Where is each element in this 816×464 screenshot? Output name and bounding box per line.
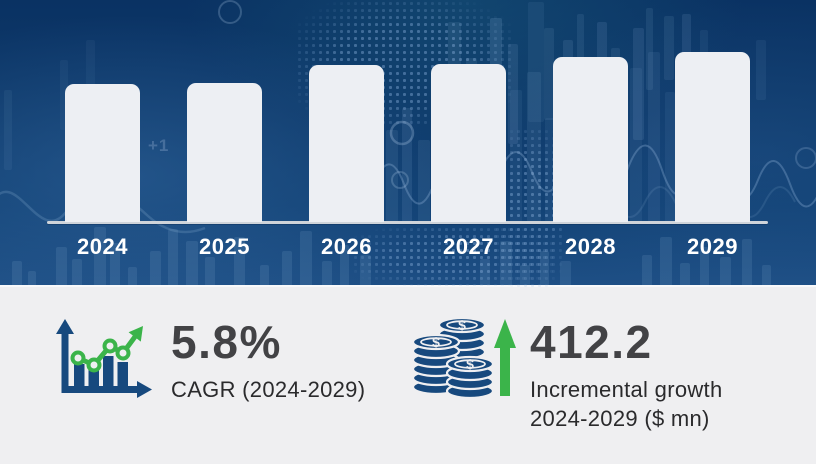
year-label-2028: 2028 [565,234,616,259]
decor-candle [633,28,644,140]
incremental-growth-label-line1: Incremental growth [530,377,723,402]
green-up-arrow [494,319,516,396]
bar-2028 [553,57,628,222]
bar-2029 [675,52,750,222]
decor-silhouette-bar [150,251,161,285]
world-map-dots-bottom [352,226,557,286]
chart-baseline [47,221,768,224]
decor-silhouette-bar [642,255,652,285]
coin-stack-front: $ [445,355,495,400]
decor-candle [646,8,653,90]
year-label-2027: 2027 [443,234,494,259]
decor-silhouette-bar [300,231,312,285]
ring-decor [218,0,242,24]
decor-silhouette-bar [205,257,215,285]
decor-candle [630,68,642,222]
right-arrowhead [137,381,152,398]
decor-silhouette-bar [282,251,292,285]
incremental-growth-value: 412.2 [530,316,653,368]
decor-silhouette-bar [260,265,269,285]
bar-2026 [309,65,384,222]
decor-silhouette-bar [72,259,82,285]
ring-decor [795,147,816,169]
decor-candle [665,92,675,222]
year-label-2024: 2024 [77,234,128,259]
decor-silhouette-bar [742,239,752,285]
faint-ticker-text: +1 [148,136,170,155]
cagr-value: 5.8% [171,316,282,368]
decor-silhouette-bar [12,261,22,285]
bar-2025 [187,83,262,222]
decor-silhouette-bar [680,263,690,285]
decor-candle [756,40,766,100]
cagr-label: CAGR (2024-2029) [171,377,366,402]
decor-silhouette-bar [28,271,36,285]
coin-stacks-growth-icon: $ $ $ [412,316,516,400]
year-label-2029: 2029 [687,234,738,259]
decor-candle [4,90,12,170]
decor-silhouette-bar [56,247,67,285]
dollar-sign: $ [458,317,466,333]
decor-silhouette-bar [168,229,178,285]
decor-silhouette-bar [660,237,672,285]
up-arrowhead [56,319,74,334]
decor-silhouette-bar [128,267,137,285]
stats-panel: 5.8% CAGR (2024-2029) $ [0,285,816,464]
decor-candle [664,16,674,80]
incremental-growth-label: Incremental growth 2024-2029 ($ mn) [530,376,723,433]
incremental-growth-label-line2: 2024-2029 ($ mn) [530,405,710,431]
decor-candle [386,130,398,222]
decor-candle [418,140,430,222]
year-label-2025: 2025 [199,234,250,259]
bar-2024 [65,84,140,222]
decor-silhouette-bar [720,257,731,285]
decor-candle [648,52,660,222]
cagr-stat: 5.8% CAGR (2024-2029) [171,319,365,405]
bar-chart-growth-icon [56,319,152,398]
ring-decor [391,171,409,189]
decor-silhouette-bar [186,241,198,285]
dollar-sign: $ [466,356,474,372]
decor-silhouette-bar [762,265,771,285]
decor-silhouette-bar [322,261,332,285]
bar-2027 [431,64,506,222]
decor-candle [528,2,544,122]
year-label-2026: 2026 [321,234,372,259]
bar-chart: +1 2024 2025 2026 2027 2028 2029 [0,0,816,288]
dollar-sign: $ [432,334,440,350]
incremental-growth-stat: 412.2 Incremental growth 2024-2029 ($ mn… [530,319,723,433]
trend-arrowhead [128,326,143,342]
